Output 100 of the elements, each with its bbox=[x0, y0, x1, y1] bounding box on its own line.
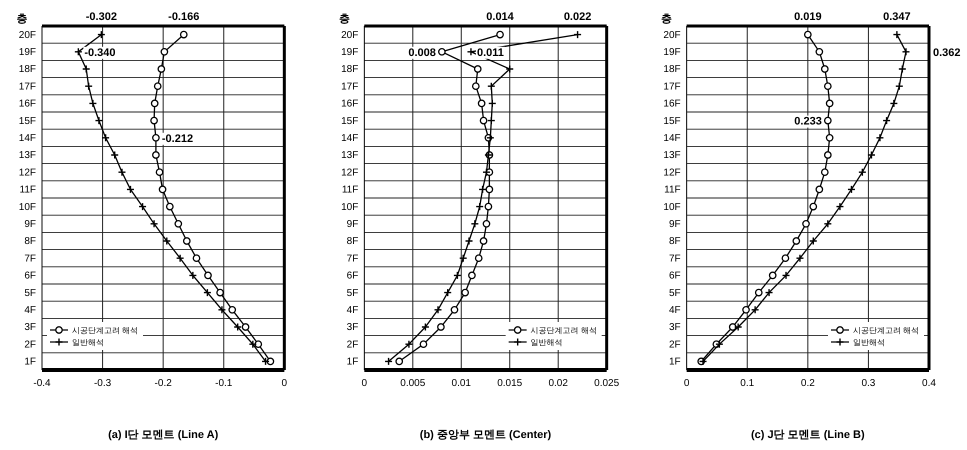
y-tick-label: 3F bbox=[346, 322, 358, 334]
point bbox=[154, 82, 162, 90]
point bbox=[487, 82, 496, 90]
point bbox=[466, 48, 476, 56]
y-tick-label: 18F bbox=[18, 64, 36, 76]
point bbox=[836, 202, 844, 211]
point bbox=[506, 64, 514, 74]
y-tick-label: 20F bbox=[18, 30, 36, 41]
point bbox=[486, 186, 494, 194]
point bbox=[152, 151, 160, 159]
point bbox=[478, 100, 486, 108]
y-tick-label: 20F bbox=[663, 30, 681, 41]
y-tick-label: 14F bbox=[341, 133, 358, 144]
point bbox=[192, 254, 200, 262]
point bbox=[482, 220, 490, 228]
point bbox=[188, 271, 198, 280]
y-tick-label: 1F bbox=[668, 356, 681, 368]
point bbox=[94, 116, 104, 125]
y-axis-title: 층 bbox=[338, 13, 350, 25]
text: (a) I단 모멘트 (Line A) bbox=[108, 429, 219, 441]
point bbox=[782, 271, 790, 280]
point bbox=[796, 254, 804, 262]
point bbox=[216, 288, 224, 296]
point bbox=[815, 48, 824, 56]
legend-label: 일반해석 bbox=[72, 338, 104, 347]
point bbox=[395, 358, 404, 366]
y-tick-label: 8F bbox=[668, 236, 681, 248]
point bbox=[384, 357, 393, 366]
y-axis-title: 층 bbox=[16, 13, 28, 25]
y-tick-label: 17F bbox=[341, 81, 358, 92]
annotation: -0.302 bbox=[86, 11, 117, 23]
y-tick-label: 5F bbox=[346, 288, 358, 299]
y-tick-label: 18F bbox=[341, 64, 358, 76]
point bbox=[895, 82, 904, 90]
point bbox=[764, 288, 774, 297]
x-tick-label: 0.025 bbox=[594, 378, 620, 390]
annotation: -0.166 bbox=[168, 11, 200, 23]
point bbox=[248, 340, 258, 348]
y-tick-label: 10F bbox=[341, 202, 358, 213]
y-tick-label: 12F bbox=[663, 167, 681, 178]
y-tick-label: 16F bbox=[663, 98, 681, 110]
point bbox=[573, 30, 582, 39]
point bbox=[898, 64, 907, 74]
y-tick-label: 14F bbox=[18, 133, 36, 144]
annotation: 0.008 bbox=[408, 46, 436, 59]
point bbox=[118, 168, 126, 176]
point bbox=[421, 322, 430, 332]
y-tick-label: 16F bbox=[341, 98, 358, 110]
y-tick-label: 19F bbox=[341, 47, 358, 58]
point bbox=[890, 99, 898, 108]
y-tick-label: 4F bbox=[668, 305, 681, 316]
y-tick-label: 10F bbox=[663, 202, 681, 213]
point bbox=[809, 202, 818, 210]
y-tick-label: 6F bbox=[24, 270, 36, 282]
point bbox=[434, 306, 442, 314]
annotation: -0.340 bbox=[84, 46, 116, 59]
legend-label: 일반해석 bbox=[853, 338, 885, 347]
y-tick-label: 12F bbox=[18, 167, 36, 178]
y-tick-label: 12F bbox=[341, 167, 358, 178]
annotation: 0.347 bbox=[883, 11, 911, 23]
y-tick-label: 8F bbox=[346, 236, 358, 248]
y-tick-label: 10F bbox=[18, 202, 36, 213]
point bbox=[715, 340, 724, 348]
annotation: 0.019 bbox=[794, 11, 822, 23]
annotation: 0.022 bbox=[564, 11, 592, 23]
point bbox=[782, 254, 790, 262]
point bbox=[228, 306, 236, 314]
point bbox=[84, 82, 93, 90]
y-tick-label: 9F bbox=[24, 219, 36, 230]
text: (c) J단 모멘트 (Line B) bbox=[750, 429, 866, 441]
x-tick-label: 0 bbox=[684, 378, 690, 390]
point bbox=[826, 134, 834, 142]
point bbox=[892, 30, 902, 39]
y-tick-label: 11F bbox=[20, 184, 36, 196]
point bbox=[820, 65, 829, 73]
y-tick-label: 6F bbox=[668, 270, 681, 282]
y-tick-label: 13F bbox=[18, 150, 36, 162]
y-tick-label: 11F bbox=[342, 184, 358, 196]
x-tick-label: 0.4 bbox=[922, 378, 936, 390]
point bbox=[480, 237, 488, 245]
point bbox=[266, 358, 274, 366]
y-tick-label: 3F bbox=[668, 322, 681, 334]
y-tick-label: 14F bbox=[663, 133, 681, 144]
point bbox=[150, 116, 158, 124]
y-tick-label: 9F bbox=[668, 219, 681, 230]
point bbox=[254, 340, 262, 348]
point bbox=[728, 323, 737, 331]
point bbox=[824, 116, 832, 124]
legend-label: 시공단계고려 해석 bbox=[853, 326, 920, 335]
point bbox=[156, 168, 164, 176]
annotation: -0.212 bbox=[162, 132, 194, 145]
point bbox=[734, 322, 742, 332]
point bbox=[826, 100, 834, 108]
point bbox=[754, 288, 763, 296]
y-tick-label: 1F bbox=[346, 356, 358, 368]
point bbox=[150, 220, 158, 228]
point bbox=[126, 185, 135, 194]
y-tick-label: 18F bbox=[663, 64, 681, 76]
point bbox=[160, 48, 168, 56]
point bbox=[882, 116, 891, 125]
